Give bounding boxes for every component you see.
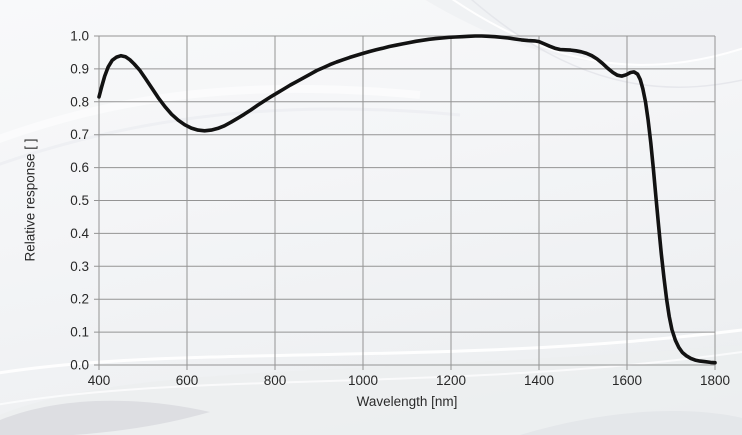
x-tick-label: 1600 xyxy=(612,373,642,388)
x-tick-label: 400 xyxy=(88,373,111,388)
response-curve xyxy=(97,34,717,365)
y-tick-label: 0.6 xyxy=(70,160,89,175)
x-axis-title: Wavelength [nm] xyxy=(356,394,458,409)
y-tick-label: 0.9 xyxy=(70,61,89,76)
y-tick-label: 0.8 xyxy=(70,94,89,109)
x-tick-label: 600 xyxy=(176,373,199,388)
y-tick-label: 0.7 xyxy=(70,127,89,142)
y-tick-label: 0.3 xyxy=(70,259,89,274)
x-tick-label: 800 xyxy=(264,373,287,388)
x-tick-label: 1200 xyxy=(436,373,466,388)
x-tick-label: 1400 xyxy=(524,373,554,388)
y-axis-title: Relative response [ ] xyxy=(22,138,38,262)
x-tick-label: 1800 xyxy=(700,373,730,388)
y-tick-label: 0.4 xyxy=(70,226,89,241)
y-tick-label: 1.0 xyxy=(70,29,89,44)
x-tick-label: 1000 xyxy=(348,373,378,388)
y-tick-label: 0.1 xyxy=(70,325,89,340)
y-tick-label: 0.2 xyxy=(70,292,89,307)
y-tick-label: 0.5 xyxy=(70,193,89,208)
y-tick-label: 0.0 xyxy=(70,358,89,373)
